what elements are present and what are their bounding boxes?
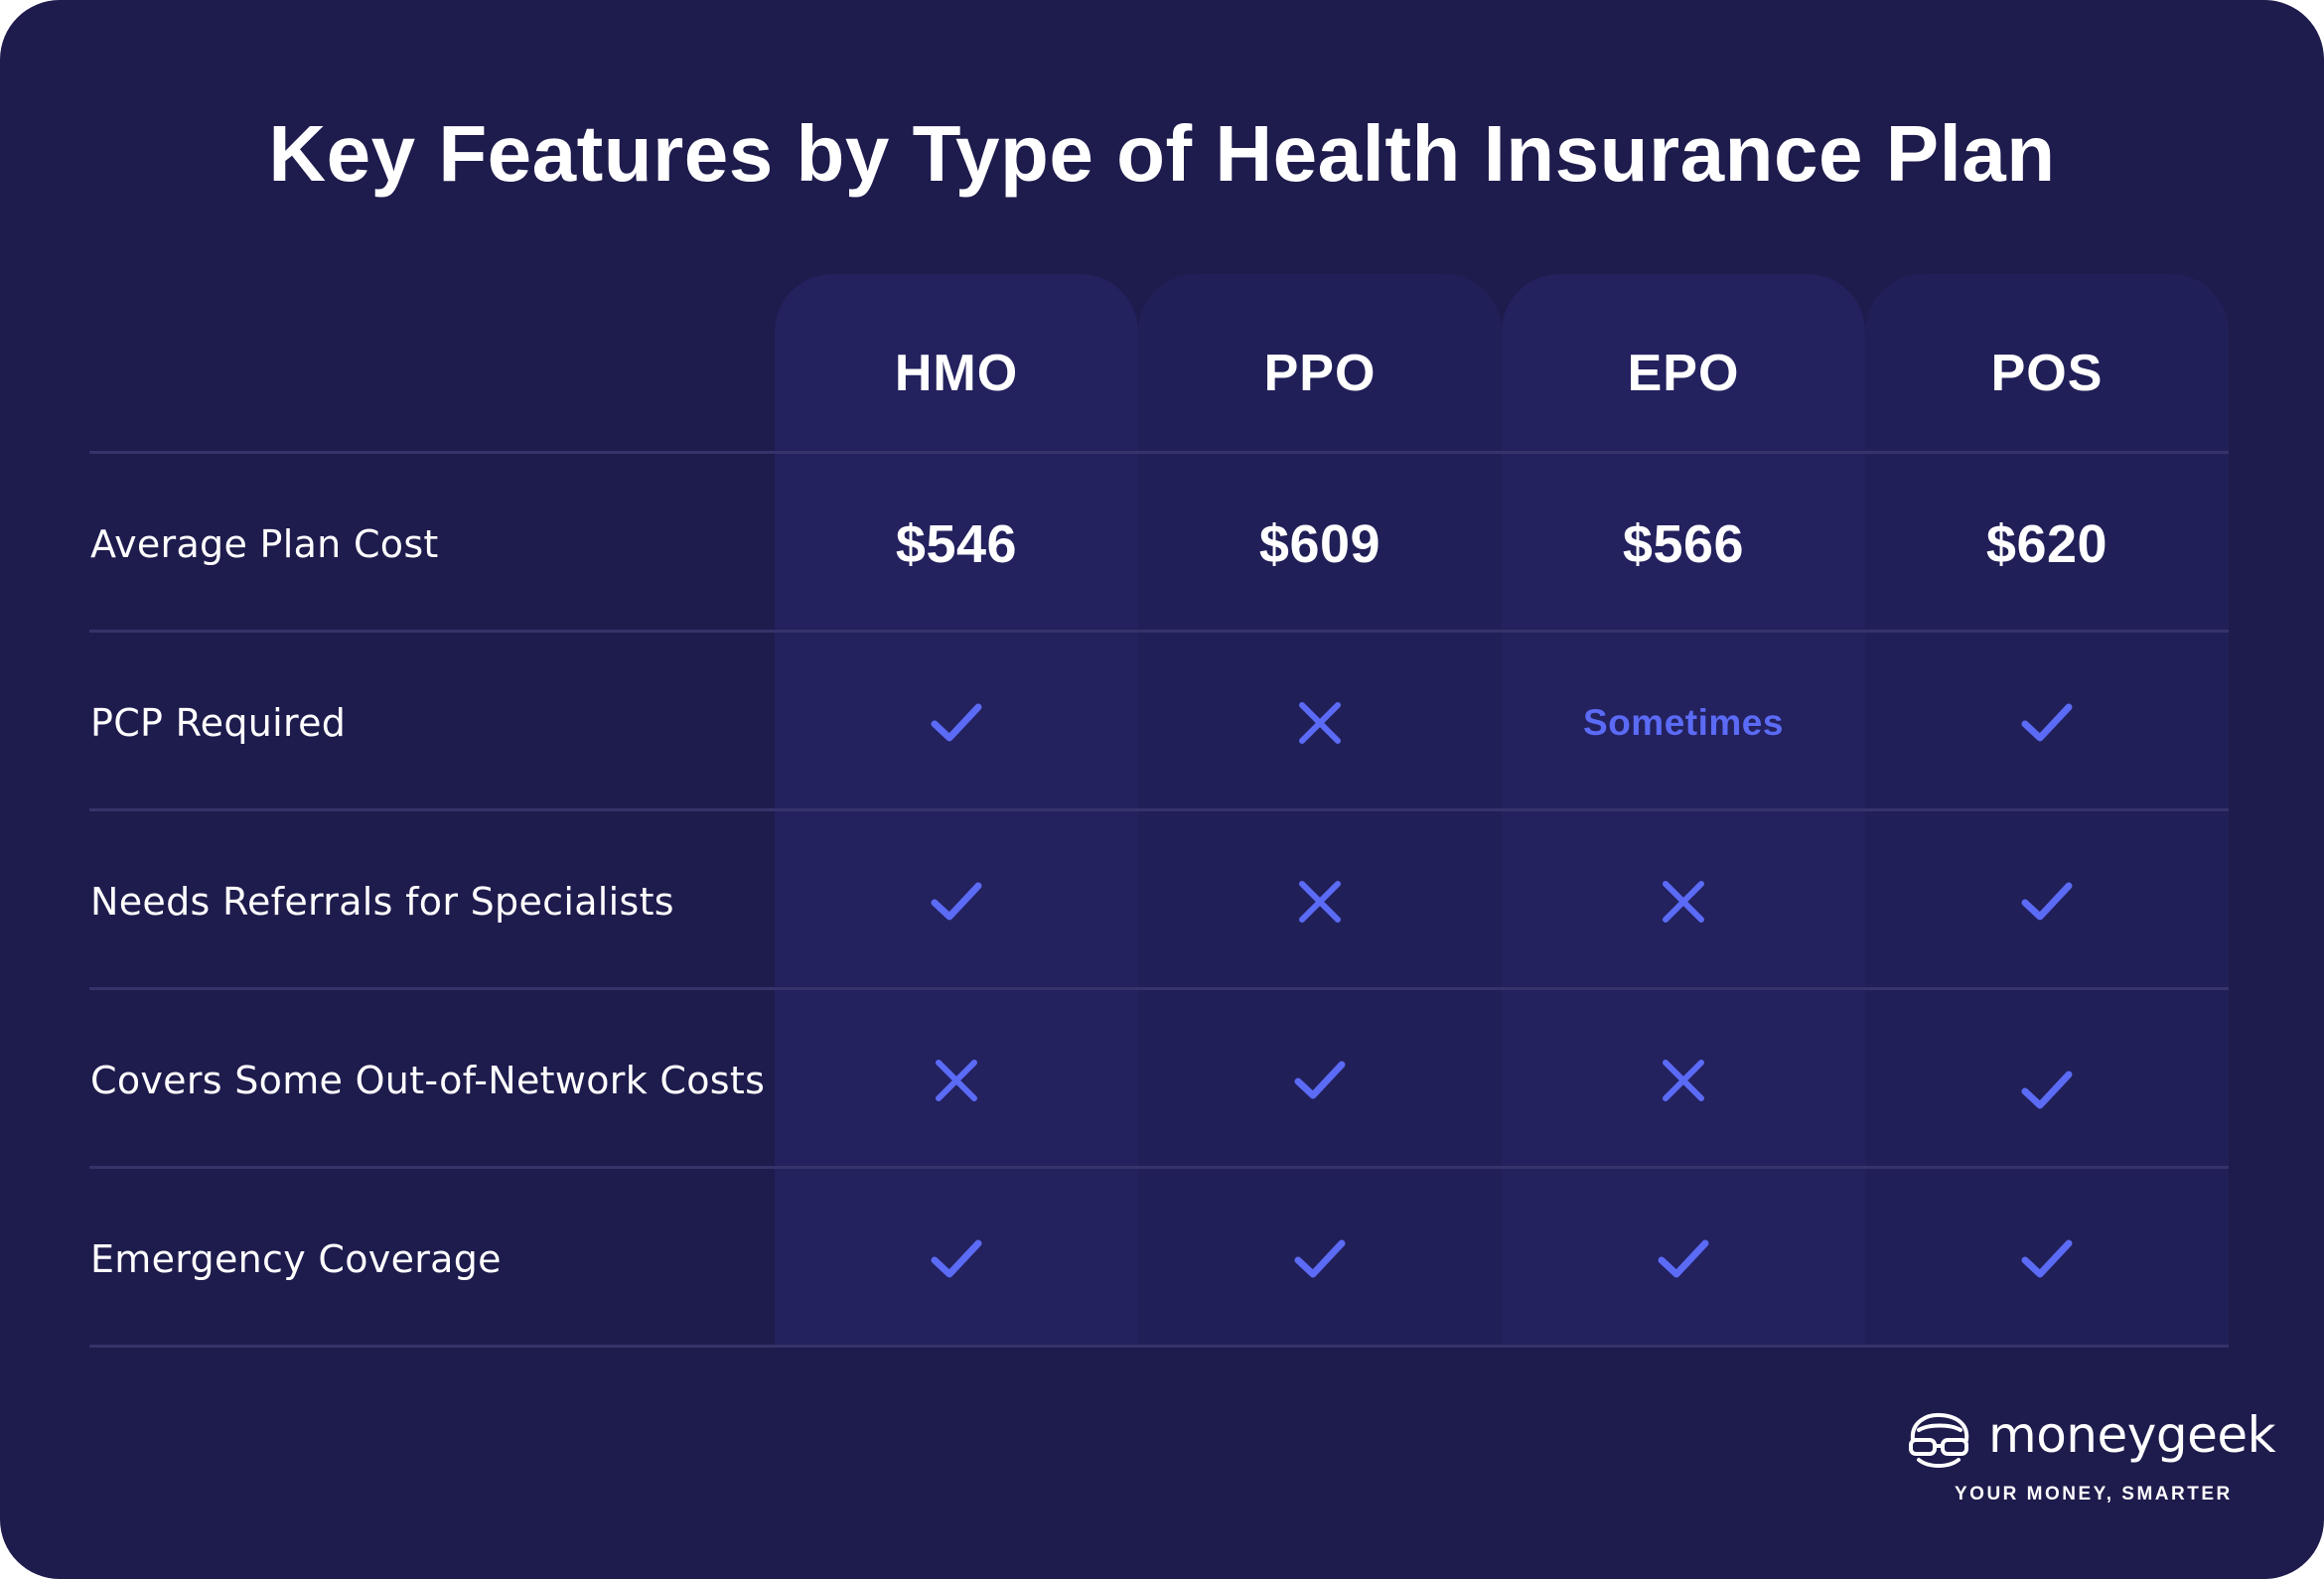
table-cell: $609 xyxy=(1138,455,1502,634)
table-cell xyxy=(775,991,1138,1170)
table-cell xyxy=(1865,634,2229,812)
logo-tagline: YOUR MONEY, SMARTER xyxy=(1955,1484,2233,1505)
cost-value: $546 xyxy=(895,514,1018,574)
x-icon xyxy=(1292,874,1348,930)
table-cell: $620 xyxy=(1865,455,2229,634)
table-cell xyxy=(775,812,1138,991)
table-cell xyxy=(775,634,1138,812)
row-label: Needs Referrals for Specialists xyxy=(90,880,674,924)
x-icon xyxy=(1656,1053,1711,1108)
table-cell xyxy=(1865,991,2229,1170)
row-divider xyxy=(89,1166,2229,1169)
row-divider xyxy=(89,630,2229,633)
column-header-pos: POS xyxy=(1990,345,2104,402)
page-title: Key Features by Type of Health Insurance… xyxy=(268,109,2056,198)
logo-wordmark: moneygeek xyxy=(1988,1406,2276,1464)
check-icon xyxy=(2019,1063,2075,1118)
check-icon xyxy=(1292,1231,1348,1287)
row-divider xyxy=(89,987,2229,990)
column-header-ppo: PPO xyxy=(1263,345,1377,402)
table-cell xyxy=(1138,634,1502,812)
cell-note: Sometimes xyxy=(1583,702,1784,743)
check-icon xyxy=(2019,874,2075,930)
table-cell xyxy=(1502,1170,1865,1349)
table-cell: Sometimes xyxy=(1502,634,1865,812)
check-icon xyxy=(1656,1231,1711,1287)
table-cell xyxy=(1138,812,1502,991)
row-divider xyxy=(89,451,2229,454)
x-icon xyxy=(929,1053,984,1108)
check-icon xyxy=(929,874,984,930)
row-divider xyxy=(89,1345,2229,1348)
cost-value: $609 xyxy=(1258,514,1381,574)
cost-value: $566 xyxy=(1622,514,1745,574)
table-cell xyxy=(1138,991,1502,1170)
check-icon xyxy=(2019,695,2075,751)
table-cell xyxy=(1865,1170,2229,1349)
x-icon xyxy=(1292,695,1348,751)
x-icon xyxy=(1656,874,1711,930)
row-label: Average Plan Cost xyxy=(90,522,439,566)
table-cell: $566 xyxy=(1502,455,1865,634)
check-icon xyxy=(929,695,984,751)
moneygeek-logo: moneygeek YOUR MONEY, SMARTER xyxy=(1905,1406,2276,1507)
table-cell xyxy=(775,1170,1138,1349)
table-cell xyxy=(1138,1170,1502,1349)
row-divider xyxy=(89,808,2229,811)
table-cell xyxy=(1502,991,1865,1170)
check-icon xyxy=(2019,1231,2075,1287)
column-header-hmo: HMO xyxy=(894,345,1019,402)
table-cell: $546 xyxy=(775,455,1138,634)
row-label: PCP Required xyxy=(90,701,347,745)
geek-face-icon xyxy=(1909,1412,1969,1468)
check-icon xyxy=(929,1231,984,1287)
check-icon xyxy=(1292,1053,1348,1108)
row-label: Emergency Coverage xyxy=(90,1237,502,1281)
table-cell xyxy=(1865,812,2229,991)
column-header-epo: EPO xyxy=(1627,345,1740,402)
cost-value: $620 xyxy=(1985,514,2108,574)
row-label: Covers Some Out-of-Network Costs xyxy=(90,1059,766,1102)
table-cell xyxy=(1502,812,1865,991)
